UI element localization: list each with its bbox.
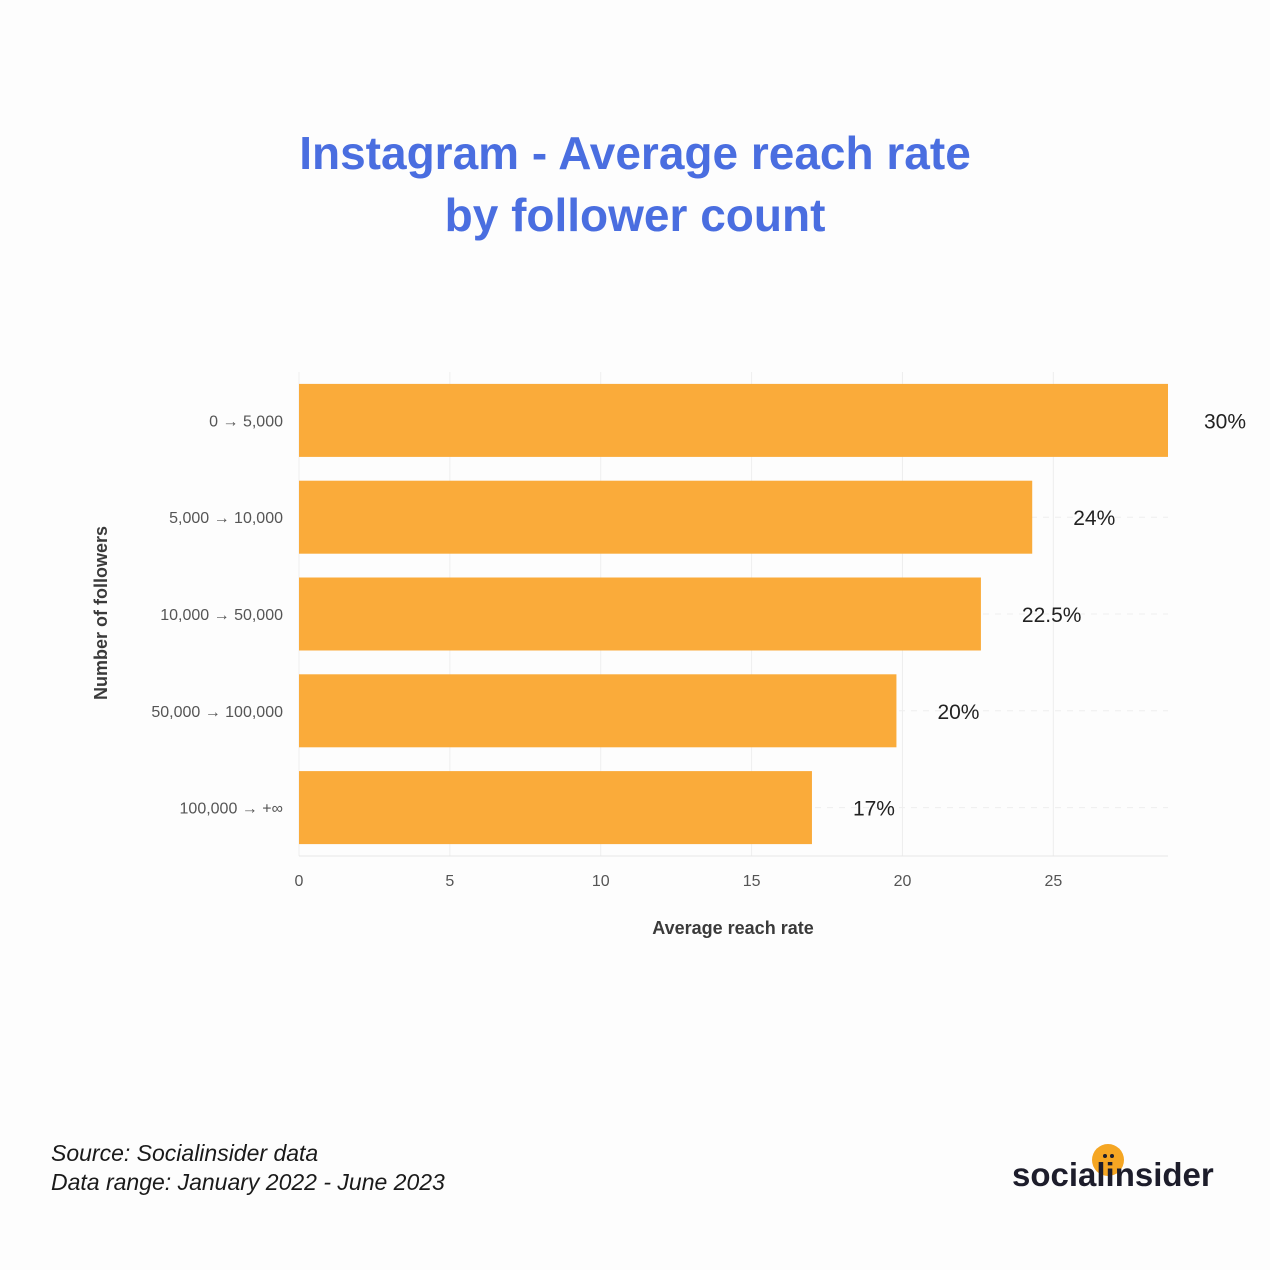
source-text: Source: Socialinsider data bbox=[51, 1140, 319, 1166]
category-label: 10,000 → 50,000 bbox=[160, 607, 283, 624]
data-labels: 30% 24% 22.5% 20% 17% bbox=[853, 410, 1246, 820]
category-labels: 0 → 5,000 5,000 → 10,000 10,000 → 50,000 50… bbox=[151, 413, 283, 817]
bar bbox=[299, 674, 897, 748]
brand-logo: socialinsider bbox=[1012, 1142, 1222, 1198]
category-label: 5,000 → 10,000 bbox=[169, 510, 283, 527]
chart-title-line-1: Instagram - Average reach rate bbox=[299, 127, 971, 179]
y-axis-label: Number of followers bbox=[91, 526, 111, 700]
logo-dot-icon bbox=[1092, 1144, 1124, 1176]
x-tick-label: 10 bbox=[592, 873, 610, 890]
chart-title: Instagram - Average reach rate by follow… bbox=[0, 122, 1270, 246]
x-tick-labels: 0 5 10 15 20 25 bbox=[295, 873, 1063, 890]
category-label: 0 → 5,000 bbox=[209, 413, 283, 430]
bar bbox=[299, 383, 1168, 457]
bars bbox=[299, 383, 1168, 845]
data-label: 30% bbox=[1204, 410, 1246, 433]
x-tick-label: 25 bbox=[1044, 873, 1062, 890]
x-axis-label: Average reach rate bbox=[652, 918, 813, 938]
x-tick-label: 20 bbox=[894, 873, 912, 890]
bar bbox=[299, 771, 812, 845]
footer-source: Source: Socialinsider data Data range: J… bbox=[51, 1139, 445, 1197]
logo-text: socialinsider bbox=[1012, 1156, 1214, 1193]
data-label: 20% bbox=[937, 701, 979, 724]
x-tick-label: 5 bbox=[445, 873, 454, 890]
category-label: 50,000 → 100,000 bbox=[151, 704, 283, 721]
chart-title-line-2: by follower count bbox=[444, 189, 826, 241]
bar bbox=[299, 577, 981, 651]
data-label: 22.5% bbox=[1022, 604, 1082, 627]
data-label: 17% bbox=[853, 798, 895, 821]
category-label: 100,000 → +∞ bbox=[180, 801, 283, 818]
data-range-text: Data range: January 2022 - June 2023 bbox=[51, 1169, 445, 1195]
bar bbox=[299, 480, 1033, 554]
x-tick-label: 0 bbox=[295, 873, 304, 890]
data-label: 24% bbox=[1073, 507, 1115, 530]
x-tick-label: 15 bbox=[743, 873, 761, 890]
